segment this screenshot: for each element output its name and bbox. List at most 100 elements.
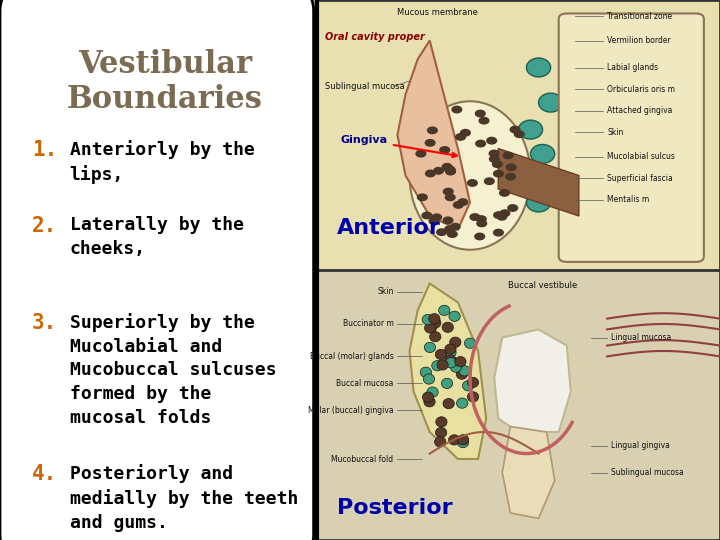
Polygon shape	[397, 40, 470, 230]
Circle shape	[428, 127, 437, 133]
Circle shape	[477, 216, 486, 222]
Ellipse shape	[432, 361, 443, 371]
Circle shape	[426, 170, 435, 177]
Text: Vestibular
Boundaries: Vestibular Boundaries	[67, 49, 263, 116]
Ellipse shape	[456, 398, 468, 408]
Ellipse shape	[430, 332, 441, 342]
Text: Buccal mucosa: Buccal mucosa	[336, 379, 393, 388]
Text: Lingual mucosa: Lingual mucosa	[611, 333, 671, 342]
Text: Anteriorly by the
lips,: Anteriorly by the lips,	[70, 140, 255, 184]
Circle shape	[497, 213, 507, 220]
Text: 4.: 4.	[32, 464, 57, 484]
Text: Superficial fascia: Superficial fascia	[607, 174, 673, 183]
Ellipse shape	[449, 435, 460, 445]
Circle shape	[503, 152, 513, 159]
Circle shape	[450, 224, 460, 230]
Circle shape	[485, 178, 494, 185]
Circle shape	[500, 190, 509, 196]
Text: Buccal vestibule: Buccal vestibule	[508, 281, 577, 290]
Circle shape	[432, 214, 441, 220]
Circle shape	[458, 199, 468, 205]
Text: Buccal (molar) glands: Buccal (molar) glands	[310, 352, 393, 361]
Circle shape	[443, 217, 453, 224]
Ellipse shape	[436, 428, 446, 438]
Ellipse shape	[445, 344, 456, 354]
Text: 3.: 3.	[32, 313, 57, 333]
Circle shape	[446, 167, 455, 173]
Text: Laterally by the
cheeks,: Laterally by the cheeks,	[70, 216, 243, 258]
Circle shape	[477, 220, 487, 227]
Circle shape	[447, 231, 457, 237]
Text: Sublingual mucosa: Sublingual mucosa	[611, 468, 684, 477]
Circle shape	[508, 205, 518, 211]
Circle shape	[492, 161, 502, 167]
Circle shape	[452, 106, 462, 113]
Text: Posteriorly and
medially by the teeth
and gums.: Posteriorly and medially by the teeth an…	[70, 464, 298, 532]
Ellipse shape	[410, 102, 531, 249]
Text: Skin: Skin	[377, 287, 393, 296]
Ellipse shape	[423, 374, 435, 384]
Ellipse shape	[450, 362, 462, 372]
Circle shape	[433, 167, 444, 174]
Ellipse shape	[455, 356, 466, 367]
Text: Mucolabial sulcus: Mucolabial sulcus	[607, 152, 675, 161]
Polygon shape	[503, 427, 554, 518]
Ellipse shape	[467, 377, 479, 388]
Circle shape	[467, 180, 477, 186]
Text: Oral cavity proper: Oral cavity proper	[325, 32, 425, 43]
Text: Superiorly by the
Mucolabial and
Mucobuccal sulcuses
formed by the
mucosal folds: Superiorly by the Mucolabial and Mucobuc…	[70, 313, 276, 427]
Ellipse shape	[456, 369, 467, 379]
Ellipse shape	[428, 314, 440, 324]
Ellipse shape	[436, 417, 447, 427]
Ellipse shape	[457, 437, 469, 448]
Polygon shape	[410, 284, 486, 459]
Text: Gingiva: Gingiva	[341, 135, 457, 157]
Ellipse shape	[442, 322, 454, 333]
Text: Sublingual mucosa: Sublingual mucosa	[325, 82, 405, 91]
Circle shape	[480, 117, 489, 124]
Circle shape	[487, 137, 497, 144]
Ellipse shape	[435, 437, 446, 447]
Circle shape	[456, 134, 465, 140]
Ellipse shape	[427, 387, 438, 397]
Ellipse shape	[459, 366, 470, 376]
Circle shape	[506, 164, 516, 171]
Circle shape	[500, 210, 510, 217]
Circle shape	[494, 212, 503, 218]
Text: Lingual gingiva: Lingual gingiva	[611, 441, 670, 450]
Ellipse shape	[518, 120, 543, 139]
Ellipse shape	[467, 392, 479, 402]
Text: Buccinator m: Buccinator m	[343, 320, 393, 328]
Circle shape	[490, 150, 499, 157]
FancyBboxPatch shape	[317, 0, 720, 270]
Circle shape	[446, 168, 455, 175]
Circle shape	[440, 147, 449, 153]
Text: Posterior: Posterior	[337, 498, 453, 518]
Circle shape	[476, 140, 485, 147]
Ellipse shape	[430, 318, 441, 328]
Circle shape	[510, 126, 520, 133]
Text: Molar (buccal) gingiva: Molar (buccal) gingiva	[307, 406, 393, 415]
Ellipse shape	[449, 311, 460, 321]
Circle shape	[490, 156, 499, 162]
Circle shape	[422, 212, 432, 219]
Text: Mentalis m: Mentalis m	[607, 195, 649, 204]
Ellipse shape	[539, 93, 563, 112]
Text: 1.: 1.	[32, 140, 57, 160]
FancyBboxPatch shape	[0, 0, 314, 540]
FancyBboxPatch shape	[317, 270, 720, 540]
Ellipse shape	[436, 349, 446, 360]
Circle shape	[446, 194, 455, 200]
Circle shape	[426, 140, 435, 146]
Text: Labial glands: Labial glands	[607, 63, 658, 72]
Text: 2.: 2.	[32, 216, 57, 236]
Ellipse shape	[422, 314, 433, 325]
Polygon shape	[494, 329, 571, 432]
Ellipse shape	[424, 397, 435, 407]
Ellipse shape	[457, 435, 469, 445]
Ellipse shape	[425, 323, 436, 333]
Ellipse shape	[420, 367, 431, 377]
Ellipse shape	[441, 378, 453, 388]
Circle shape	[418, 194, 427, 200]
Ellipse shape	[526, 58, 551, 77]
